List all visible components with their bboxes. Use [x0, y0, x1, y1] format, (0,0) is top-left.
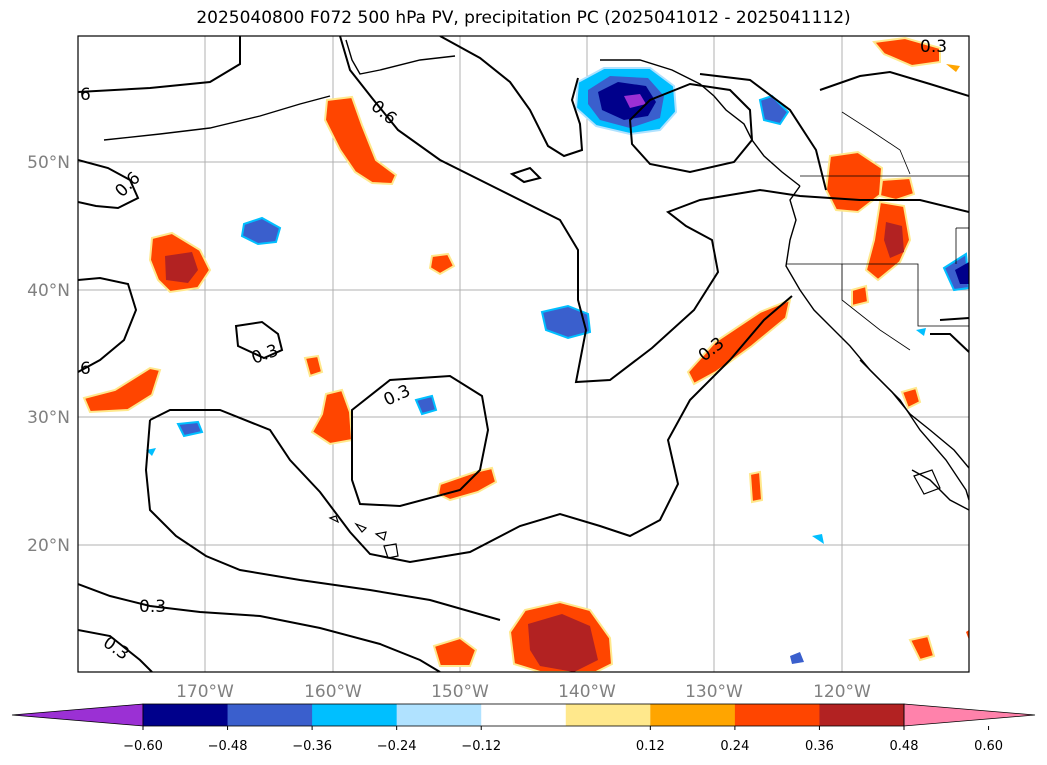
colorbar-segment — [819, 704, 905, 726]
colorbar-segment — [227, 704, 313, 726]
contour-label: 0.3 — [139, 597, 166, 617]
colorbar-segment — [734, 704, 820, 726]
colorbar-tick-label: 0.12 — [636, 739, 665, 754]
map-title: 2025040800 F072 500 hPa PV, precipitatio… — [196, 8, 851, 28]
contour-label: 0.3 — [920, 37, 947, 57]
lat-label-50n: 50°N — [27, 153, 70, 173]
map-background — [78, 36, 969, 672]
lat-label-20n: 20°N — [27, 536, 70, 556]
lon-label-130w: 130°W — [685, 682, 743, 702]
lon-label-160w: 160°W — [304, 682, 362, 702]
colorbar: −0.60 −0.48 −0.36 −0.24 −0.12 0.12 0.24 0.36 0.4… — [11, 703, 1036, 754]
islands — [328, 469, 941, 559]
colorbar-segment — [481, 704, 567, 726]
lon-label-170w: 170°W — [176, 682, 234, 702]
colorbar-tick-label: −0.12 — [461, 739, 501, 754]
colorbar-tick-label: 0.48 — [890, 739, 919, 754]
pv-contours — [78, 36, 969, 672]
colorbar-tick-label: 0.60 — [974, 739, 1003, 754]
colorbar-tick-label: 0.36 — [805, 739, 834, 754]
map-frame — [77, 35, 970, 673]
colorbar-tick-label: −0.24 — [377, 739, 417, 754]
colorbar-segment — [650, 704, 736, 726]
colorbar-segment — [396, 704, 482, 726]
lat-label-30n: 30°N — [27, 408, 70, 428]
coastlines — [103, 39, 969, 511]
lat-labels: 50°N 40°N 30°N 20°N — [27, 153, 70, 556]
colorbar-tick-label: 0.24 — [720, 739, 749, 754]
colorbar-segment — [143, 704, 229, 726]
lat-label-40n: 40°N — [27, 281, 70, 301]
colorbar-tick-label: −0.36 — [292, 739, 332, 754]
state-borders — [786, 111, 969, 351]
contour-label: 6 — [80, 85, 91, 105]
colorbar-tick-label: −0.60 — [123, 739, 163, 754]
colorbar-tick-label: −0.48 — [208, 739, 248, 754]
lon-label-140w: 140°W — [558, 682, 616, 702]
colorbar-segment — [312, 704, 398, 726]
lon-label-150w: 150°W — [431, 682, 489, 702]
lon-label-120w: 120°W — [813, 682, 871, 702]
colorbar-segment — [565, 704, 651, 726]
colorbar-extend-low — [11, 703, 144, 727]
lon-labels: 170°W 160°W 150°W 140°W 130°W 120°W — [176, 682, 871, 702]
colorbar-outline — [142, 703, 905, 727]
colorbar-extend-high — [903, 703, 1036, 727]
contour-label: 6 — [80, 359, 91, 379]
precip-negative — [146, 67, 969, 664]
